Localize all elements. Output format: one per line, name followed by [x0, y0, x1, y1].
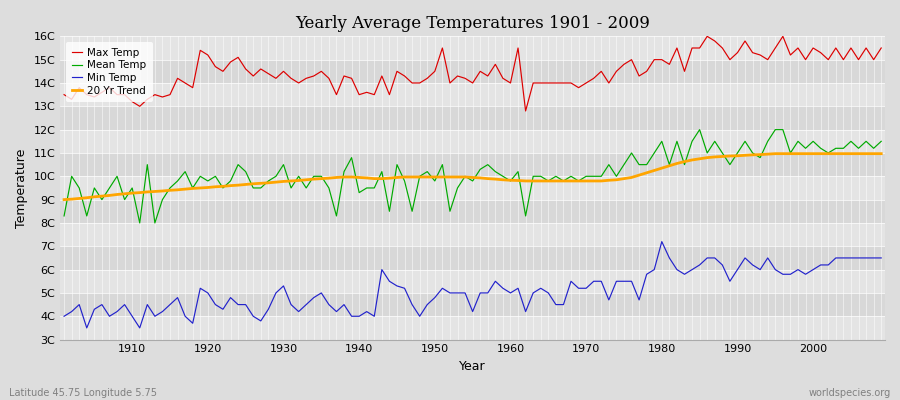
20 Yr Trend	[331, 175, 342, 180]
Mean Temp	[58, 214, 69, 218]
Min Temp	[81, 326, 92, 330]
Bar	[60, 246, 885, 270]
Max Temp	[520, 108, 531, 113]
Max Temp	[58, 92, 69, 97]
Mean Temp	[694, 127, 705, 132]
Y-axis label: Temperature: Temperature	[15, 148, 28, 228]
Line: Mean Temp: Mean Temp	[64, 130, 881, 223]
Bar	[60, 223, 885, 246]
Mean Temp	[119, 197, 130, 202]
Min Temp	[338, 302, 349, 307]
Legend: Max Temp, Mean Temp, Min Temp, 20 Yr Trend: Max Temp, Mean Temp, Min Temp, 20 Yr Tre…	[66, 42, 153, 102]
20 Yr Trend	[596, 178, 607, 183]
Text: Latitude 45.75 Longitude 5.75: Latitude 45.75 Longitude 5.75	[9, 388, 157, 398]
Mean Temp	[338, 169, 349, 174]
Min Temp	[505, 290, 516, 295]
Min Temp	[58, 314, 69, 319]
20 Yr Trend	[285, 178, 296, 183]
Min Temp	[127, 314, 138, 319]
Max Temp	[498, 76, 508, 81]
Bar	[60, 130, 885, 153]
Bar	[60, 200, 885, 223]
Bar	[60, 316, 885, 340]
20 Yr Trend	[119, 191, 130, 196]
Bar	[60, 36, 885, 60]
Bar	[60, 83, 885, 106]
Mean Temp	[603, 162, 614, 167]
Text: worldspecies.org: worldspecies.org	[809, 388, 891, 398]
Min Temp	[603, 298, 614, 302]
Mean Temp	[513, 169, 524, 174]
Min Temp	[876, 256, 886, 260]
Bar	[60, 106, 885, 130]
Line: 20 Yr Trend: 20 Yr Trend	[64, 154, 881, 200]
Max Temp	[603, 80, 614, 85]
Mean Temp	[134, 220, 145, 225]
Max Temp	[331, 92, 342, 97]
Mean Temp	[505, 178, 516, 183]
Min Temp	[513, 286, 524, 291]
Max Temp	[702, 34, 713, 39]
Bar	[60, 176, 885, 200]
Title: Yearly Average Temperatures 1901 - 2009: Yearly Average Temperatures 1901 - 2009	[295, 15, 650, 32]
Mean Temp	[876, 139, 886, 144]
Bar	[60, 270, 885, 293]
Min Temp	[656, 239, 667, 244]
Max Temp	[876, 46, 886, 50]
20 Yr Trend	[770, 151, 780, 156]
Bar	[60, 60, 885, 83]
20 Yr Trend	[876, 151, 886, 156]
Line: Max Temp: Max Temp	[64, 36, 881, 111]
Max Temp	[285, 76, 296, 81]
Max Temp	[505, 80, 516, 85]
Max Temp	[119, 92, 130, 97]
Line: Min Temp: Min Temp	[64, 242, 881, 328]
Min Temp	[293, 309, 304, 314]
20 Yr Trend	[505, 178, 516, 183]
Mean Temp	[293, 174, 304, 179]
X-axis label: Year: Year	[459, 360, 486, 373]
Bar	[60, 293, 885, 316]
20 Yr Trend	[58, 197, 69, 202]
20 Yr Trend	[498, 177, 508, 182]
Bar	[60, 153, 885, 176]
